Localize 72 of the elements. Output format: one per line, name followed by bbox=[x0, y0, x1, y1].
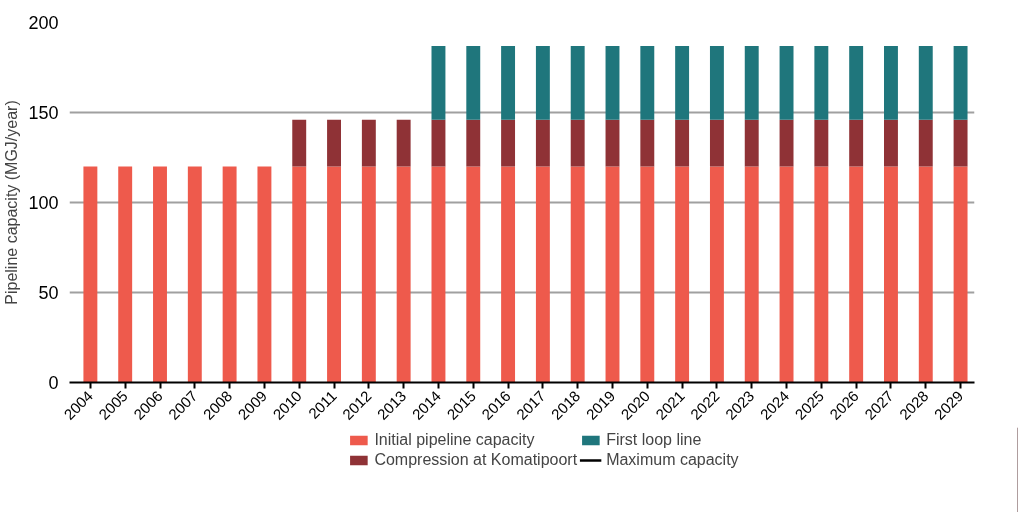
bar bbox=[675, 45, 690, 120]
bar bbox=[535, 166, 550, 383]
bar bbox=[953, 119, 968, 167]
bar bbox=[953, 45, 968, 120]
y-tick-label: 150 bbox=[28, 103, 59, 123]
legend-label: Initial pipeline capacity bbox=[374, 431, 535, 449]
bar bbox=[918, 119, 933, 167]
bar bbox=[884, 119, 898, 167]
legend-label: Maximum capacity bbox=[606, 451, 739, 469]
bar bbox=[361, 119, 376, 167]
bar bbox=[501, 45, 516, 120]
bar bbox=[849, 45, 864, 120]
bar bbox=[292, 119, 307, 167]
bar bbox=[292, 166, 307, 383]
bar bbox=[640, 45, 655, 120]
bar bbox=[953, 166, 968, 383]
y-tick-label: 50 bbox=[38, 283, 59, 303]
bar bbox=[396, 119, 411, 167]
bar bbox=[535, 45, 550, 120]
bar bbox=[675, 119, 690, 167]
bar bbox=[501, 166, 516, 383]
bar bbox=[605, 166, 620, 383]
bar bbox=[466, 45, 481, 120]
bar bbox=[431, 45, 446, 120]
bar bbox=[570, 45, 585, 120]
bar bbox=[640, 166, 655, 383]
bar bbox=[918, 45, 933, 120]
bar bbox=[327, 119, 341, 167]
bar bbox=[83, 166, 98, 383]
bar bbox=[605, 45, 620, 120]
bar bbox=[396, 166, 411, 383]
bar bbox=[535, 119, 550, 167]
bar bbox=[675, 166, 690, 383]
y-axis-title: Pipeline capacity (MGJ/year) bbox=[3, 100, 21, 305]
legend-label: Compression at Komatipoort bbox=[374, 451, 578, 469]
y-tick-label: 100 bbox=[28, 193, 59, 213]
bar bbox=[709, 119, 724, 167]
bar bbox=[709, 45, 724, 120]
bar bbox=[501, 119, 516, 167]
bar bbox=[744, 119, 759, 167]
bar bbox=[849, 119, 864, 167]
y-tick-label: 0 bbox=[48, 373, 59, 393]
bar bbox=[744, 166, 759, 383]
bar bbox=[605, 119, 620, 167]
bar bbox=[187, 166, 202, 383]
bar bbox=[466, 119, 481, 167]
bar bbox=[222, 166, 237, 383]
bar bbox=[779, 119, 794, 167]
bar bbox=[466, 166, 481, 383]
bar bbox=[431, 119, 446, 167]
legend-label: First loop line bbox=[606, 431, 702, 449]
bar bbox=[257, 166, 272, 383]
bar bbox=[849, 166, 864, 383]
bar bbox=[327, 166, 341, 383]
bar bbox=[709, 166, 724, 383]
bar bbox=[918, 166, 933, 383]
bar bbox=[814, 45, 829, 120]
bar bbox=[884, 166, 898, 383]
bar bbox=[779, 166, 794, 383]
y-tick-label: 200 bbox=[28, 13, 59, 33]
bar bbox=[814, 119, 829, 167]
bar bbox=[118, 166, 133, 383]
bar bbox=[640, 119, 655, 167]
bar bbox=[570, 119, 585, 167]
bar bbox=[884, 45, 898, 120]
bar bbox=[744, 45, 759, 120]
bar bbox=[153, 166, 167, 383]
bar bbox=[814, 166, 829, 383]
bar bbox=[431, 166, 446, 383]
bar bbox=[779, 45, 794, 120]
bar bbox=[570, 166, 585, 383]
bar bbox=[361, 166, 376, 383]
